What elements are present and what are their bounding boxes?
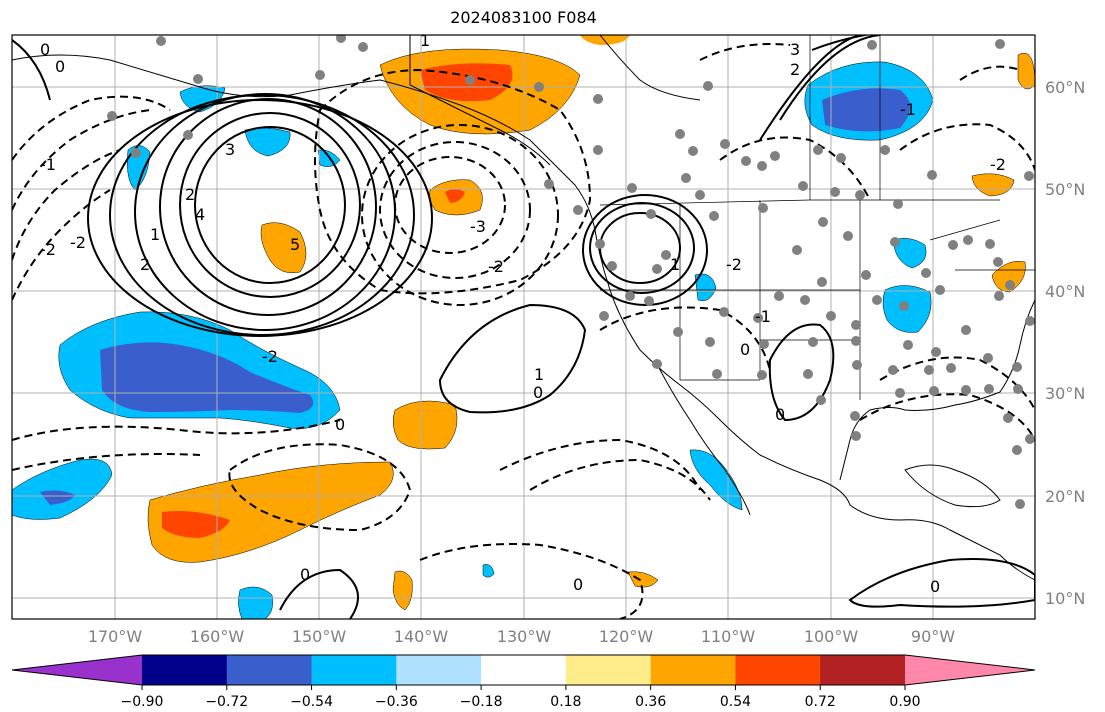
lat-label: 10°N [1045,589,1085,608]
colorbar-segment [650,655,736,685]
colorbar-segment [820,655,906,685]
contour-label: -2 [726,255,742,274]
lat-label: 60°N [1045,78,1085,97]
contour-label: 5 [290,235,300,254]
contour-label: 1 [420,31,430,50]
contour-label: 0 [573,575,583,594]
colorbar-tick-label: 0.54 [720,694,751,710]
lon-label: 170°W [88,627,143,646]
contour-label: 0 [930,577,940,596]
lat-label: 40°N [1045,282,1085,301]
colorbar-segment [142,655,228,685]
lon-label: 130°W [497,627,552,646]
colorbar-tick-label: −0.36 [375,694,418,710]
colorbar-segment [481,655,567,685]
contour-label: 2 [790,60,800,79]
colorbar-tick-label: −0.18 [460,694,503,710]
contour-label: -2 [262,347,278,366]
contour-label: 0 [533,383,543,402]
colorbar-tick-label: 0.90 [889,694,920,710]
map-frame [11,34,1036,620]
contour-label: -2 [488,257,504,276]
contour-label: 2 [140,255,150,274]
contour-label: 0 [775,405,785,424]
contour-labels: 0 0 -1 -2 -2 2 4 1 2 3 5 -3 -2 -2 0 1 0 … [40,31,1006,596]
latitude-labels: 60°N 50°N 40°N 30°N 20°N 10°N [1045,78,1085,608]
contour-label: -1 [755,307,771,326]
contour-label: -1 [900,100,916,119]
contour-label: 1 [534,365,544,384]
contour-label: 0 [40,40,50,59]
colorbar-segment [396,655,482,685]
colorbar-tick-label: 0.18 [550,694,581,710]
lon-label: 140°W [394,627,449,646]
contour-label: 0 [55,57,65,76]
lon-label: 150°W [292,627,347,646]
lon-label: 120°W [599,627,654,646]
colorbar-segment [735,655,821,685]
colorbar-tick-label: −0.90 [121,694,164,710]
colorbar-tick-label: 0.72 [805,694,836,710]
colorbar-segment [565,655,652,685]
contour-label: -3 [470,217,486,236]
contour-label: 0 [740,340,750,359]
colorbar-tick-label: −0.54 [290,694,333,710]
colorbar-tick-label: 0.36 [635,694,666,710]
map-title: 2024083100 F084 [450,8,597,27]
contour-label: 1 [670,255,680,274]
lon-label: 110°W [701,627,756,646]
longitude-labels: 170°W 160°W 150°W 140°W 130°W 120°W 110°… [88,627,955,646]
contour-label: 0 [335,415,345,434]
contour-label: -1 [40,155,56,174]
contour-label: 1 [150,225,160,244]
lat-label: 50°N [1045,180,1085,199]
contour-label: 4 [195,205,205,224]
positive-contours [12,35,1035,619]
contour-label: 2 [185,185,195,204]
contour-label: 0 [300,565,310,584]
colorbar-tick-label: −0.72 [205,694,248,710]
colorbar-extend-low [12,655,142,685]
colorbar [11,654,1036,686]
contour-label: 3 [225,140,235,159]
contour-label: -2 [70,233,86,252]
lon-label: 100°W [804,627,859,646]
colorbar-segment [311,655,397,685]
station-markers [107,35,1035,509]
lon-label: 90°W [911,627,955,646]
contour-label: -2 [990,155,1006,174]
colorbar-segment [226,655,313,685]
contour-label: 3 [790,40,800,59]
lon-label: 160°W [190,627,245,646]
lat-label: 20°N [1045,487,1085,506]
lat-label: 30°N [1045,384,1085,403]
contour-label: -2 [40,240,56,259]
colorbar-ticks: −0.90 −0.72 −0.54 −0.36 −0.18 0.18 0.36 0.54 0.7… [121,685,921,710]
colorbar-extend-high [905,655,1035,685]
